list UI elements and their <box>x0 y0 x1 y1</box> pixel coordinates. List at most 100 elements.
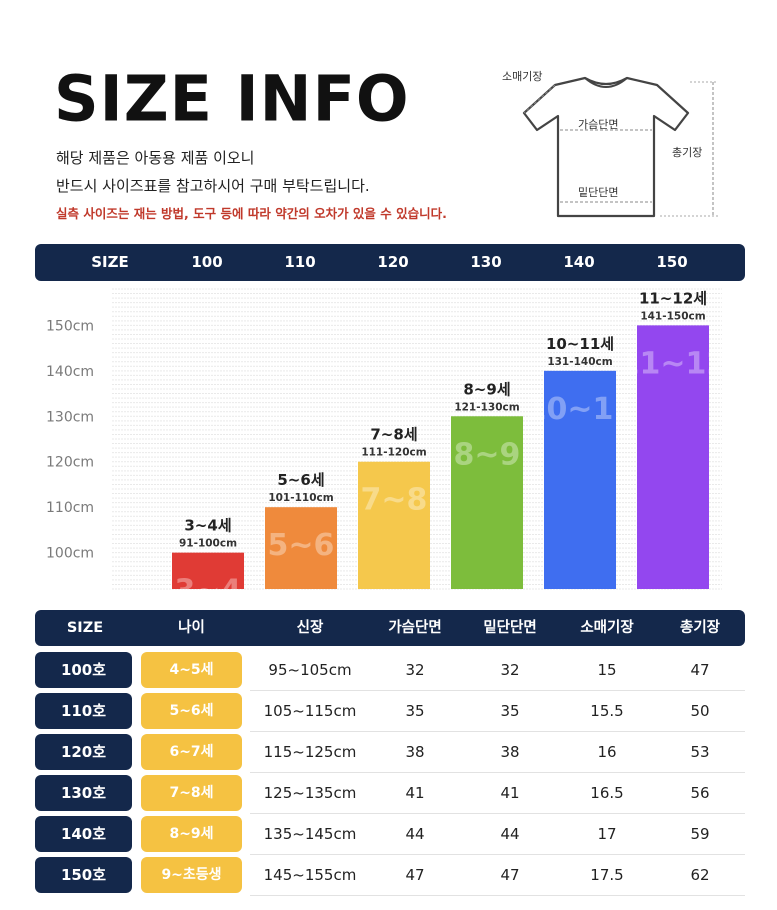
row-total: 53 <box>690 743 710 761</box>
table-row: 120호 6~7세 115~125cm 38 38 16 53 <box>35 734 745 773</box>
table-row: 140호 8~9세 135~145cm 44 44 17 59 <box>35 816 745 855</box>
th-total: 총기장 <box>679 620 721 636</box>
row-height: 145~155cm <box>263 866 357 884</box>
row-sleeve: 16.5 <box>590 784 624 802</box>
bar-watermark: 3~4 <box>175 574 242 601</box>
table-header: SIZE 나이 신장 가슴단면 밑단단면 소매기장 총기장 <box>35 610 745 646</box>
th-size: SIZE <box>66 620 104 636</box>
row-size: 140호 <box>35 816 132 852</box>
bar-140 <box>544 370 616 589</box>
table-row: 100호 4~5세 95~105cm 32 32 15 47 <box>35 652 745 691</box>
row-size: 150호 <box>35 857 132 893</box>
row-chest: 32 <box>405 661 425 679</box>
bar-120 <box>358 461 430 589</box>
row-chest: 38 <box>405 743 425 761</box>
th-height: 신장 <box>296 620 324 636</box>
row-age: 7~8세 <box>141 775 242 811</box>
row-sleeve: 15 <box>597 661 617 679</box>
bar-age-label: 3~4세 <box>184 517 231 535</box>
y-tick-label: 110cm <box>46 500 94 516</box>
row-total: 50 <box>690 702 710 720</box>
bar-watermark: 5~6 <box>268 528 335 563</box>
row-total: 62 <box>690 866 710 884</box>
row-chest: 47 <box>405 866 425 884</box>
row-sleeve: 17 <box>597 825 617 843</box>
size-bar-100: 100 <box>191 253 223 271</box>
row-size: 120호 <box>35 734 132 770</box>
bar-range-label: 101-110cm <box>268 492 333 504</box>
row-size: 100호 <box>35 652 132 688</box>
y-tick-label: 120cm <box>46 455 94 471</box>
row-chest: 41 <box>405 784 425 802</box>
row-sleeve: 17.5 <box>590 866 624 884</box>
tshirt-diagram: 소매기장 가슴단면 밑단단면 총기장 <box>500 68 730 223</box>
th-chest: 가슴단면 <box>388 620 442 636</box>
bar-range-label: 141-150cm <box>640 310 705 322</box>
bar-100 <box>172 552 244 589</box>
sleeve-length-label: 소매기장 <box>502 70 543 83</box>
bar-age-label: 5~6세 <box>277 471 324 489</box>
y-tick-label: 150cm <box>46 318 94 334</box>
row-total: 56 <box>690 784 710 802</box>
size-bar-label: SIZE <box>91 253 129 271</box>
bar-range-label: 131-140cm <box>547 356 612 368</box>
row-total: 59 <box>690 825 710 843</box>
th-sleeve: 소매기장 <box>580 620 634 636</box>
row-sleeve: 16 <box>597 743 617 761</box>
row-divider <box>250 731 745 732</box>
table-row: 150호 9~초등생 145~155cm 47 47 17.5 62 <box>35 857 745 896</box>
row-divider <box>250 813 745 814</box>
row-chest: 35 <box>405 702 425 720</box>
row-divider <box>250 854 745 855</box>
page-title: SIZE INFO <box>54 61 410 136</box>
bar-age-label: 8~9세 <box>463 380 510 398</box>
height-chart: 100cm 110cm 120cm 130cm 140cm 150cm 3~4 3~4세 91-… <box>0 281 777 609</box>
y-tick-label: 130cm <box>46 409 94 425</box>
row-height: 125~135cm <box>263 784 357 802</box>
table-row: 130호 7~8세 125~135cm 41 41 16.5 56 <box>35 775 745 814</box>
row-divider <box>250 895 745 896</box>
row-total: 47 <box>690 661 710 679</box>
bar-age-label: 10~11세 <box>546 335 614 353</box>
bar-age-label: 7~8세 <box>370 426 417 444</box>
row-height: 95~105cm <box>268 661 352 679</box>
bar-range-label: 91-100cm <box>179 538 237 550</box>
row-age: 9~초등생 <box>141 857 242 893</box>
row-hem: 41 <box>500 784 520 802</box>
height-chart-svg: 100cm 110cm 120cm 130cm 140cm 150cm 3~4 3~4세 91-… <box>46 288 728 609</box>
y-tick-label: 100cm <box>46 546 94 562</box>
bar-110 <box>265 507 337 589</box>
row-hem: 47 <box>500 866 520 884</box>
size-bar-120: 120 <box>377 253 409 271</box>
row-chest: 44 <box>405 825 425 843</box>
row-hem: 35 <box>500 702 520 720</box>
hem-width-label: 밑단단면 <box>578 186 619 199</box>
bar-130 <box>451 416 523 589</box>
description-line-1: 해당 제품은 아동용 제품 이오니 <box>56 149 255 167</box>
bar-range-label: 121-130cm <box>454 401 519 413</box>
bar-150 <box>637 325 709 589</box>
bar-watermark: 7~8 <box>361 483 428 518</box>
row-age: 6~7세 <box>141 734 242 770</box>
size-header-bar: SIZE 100 110 120 130 140 150 <box>35 244 745 281</box>
th-age: 나이 <box>178 620 205 636</box>
size-bar-140: 140 <box>563 253 595 271</box>
measurement-note: 실측 사이즈는 재는 방법, 도구 등에 따라 약간의 오차가 있을 수 있습니… <box>56 206 447 221</box>
size-bar-130: 130 <box>470 253 502 271</box>
y-tick-label: 140cm <box>46 364 94 380</box>
chest-width-label: 가슴단면 <box>578 118 619 131</box>
row-height: 135~145cm <box>263 825 357 843</box>
row-divider <box>250 772 745 773</box>
bar-watermark: 8~9 <box>454 437 521 472</box>
row-age: 4~5세 <box>141 652 242 688</box>
bar-age-label: 11~12세 <box>639 289 707 307</box>
bar-watermark: 10~11 <box>526 392 635 427</box>
description-line-2: 반드시 사이즈표를 참고하시어 구매 부탁드립니다. <box>56 177 370 195</box>
row-divider <box>250 690 745 691</box>
bar-watermark: 11~12 <box>619 346 728 381</box>
table-row: 110호 5~6세 105~115cm 35 35 15.5 50 <box>35 693 745 732</box>
row-hem: 38 <box>500 743 520 761</box>
bar-range-label: 111-120cm <box>361 447 426 459</box>
row-sleeve: 15.5 <box>590 702 624 720</box>
row-height: 105~115cm <box>263 702 357 720</box>
